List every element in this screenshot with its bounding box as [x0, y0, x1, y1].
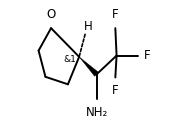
Polygon shape — [79, 57, 99, 76]
Text: F: F — [112, 8, 119, 21]
Text: H: H — [84, 20, 92, 33]
Text: O: O — [46, 8, 56, 21]
Text: NH₂: NH₂ — [86, 105, 108, 119]
Text: F: F — [112, 84, 119, 97]
Text: &1: &1 — [63, 55, 76, 64]
Text: F: F — [144, 49, 151, 62]
